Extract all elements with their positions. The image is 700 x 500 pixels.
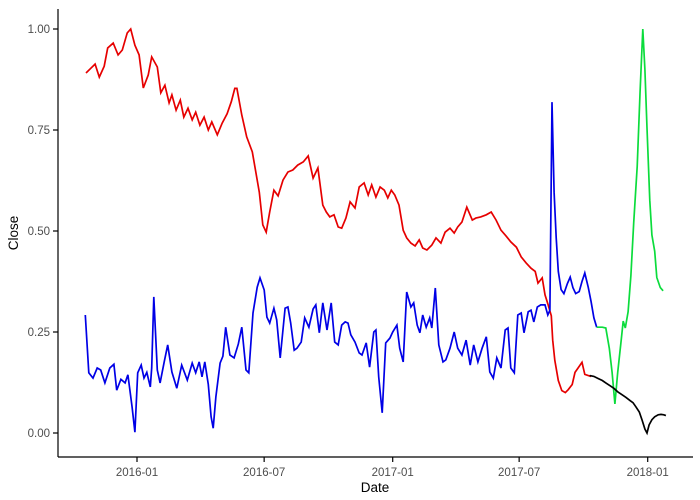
axes: 0.00 0.25 0.50 0.75 1.00 2016-01 2016-07 2017-0… bbox=[28, 9, 693, 479]
x-tick-label: 2017-01 bbox=[372, 467, 414, 479]
y-tick-label: 0.75 bbox=[28, 125, 50, 137]
y-axis-title: Close bbox=[6, 216, 21, 251]
x-tick-label: 2017-07 bbox=[498, 467, 540, 479]
x-tick-label: 2018-01 bbox=[627, 467, 669, 479]
y-tick-label: 0.25 bbox=[28, 327, 50, 339]
x-axis-title: Date bbox=[361, 480, 390, 495]
x-tick-label: 2016-01 bbox=[116, 467, 158, 479]
black-series-line bbox=[589, 374, 667, 436]
x-tick-label: 2016-07 bbox=[243, 467, 285, 479]
y-tick-label: 0.50 bbox=[28, 226, 50, 238]
y-tick-label: 0.00 bbox=[28, 428, 50, 440]
blue-series-line bbox=[84, 102, 598, 433]
y-tick-label: 1.00 bbox=[28, 24, 50, 36]
series-lines bbox=[84, 27, 667, 436]
red-series-line bbox=[85, 27, 592, 394]
green-series-line bbox=[596, 28, 664, 404]
